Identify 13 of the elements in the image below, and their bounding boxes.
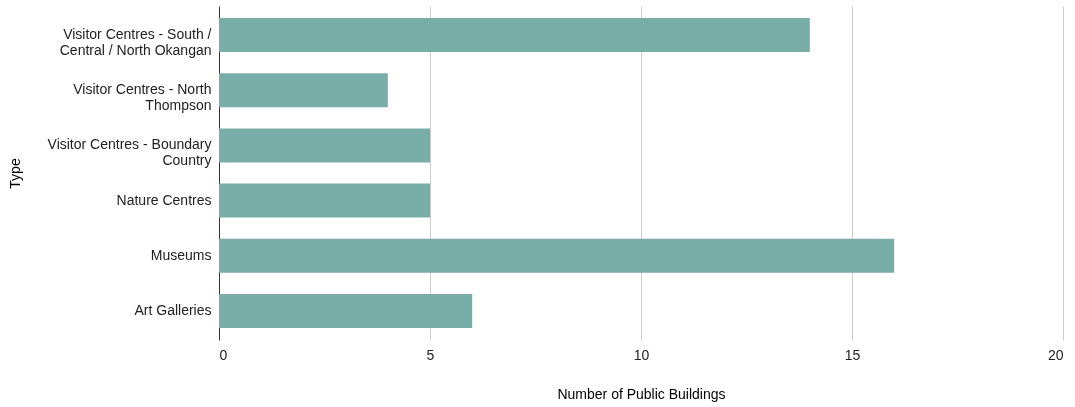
y-tick-label: Visitor Centres - South / Central / North Okangan [59,25,212,58]
x-axis-title: Number of Public Buildings [557,385,726,402]
x-tick-label: 5 [426,346,435,363]
y-axis-title: Type [6,158,23,189]
y-tick-label: Visitor Centres - North Thompson [73,81,212,114]
y-tick-label: Museums [150,246,212,263]
x-tick-label: 0 [219,346,228,363]
x-tick-label: 15 [844,346,861,363]
y-tick-label: Visitor Centres - Boundary Country [47,136,212,169]
y-tick-label: Nature Centres [116,191,212,208]
y-tick-label: Art Galleries [134,302,212,319]
x-tick-label: 20 [1047,346,1064,363]
x-tick-label: 10 [633,346,650,363]
